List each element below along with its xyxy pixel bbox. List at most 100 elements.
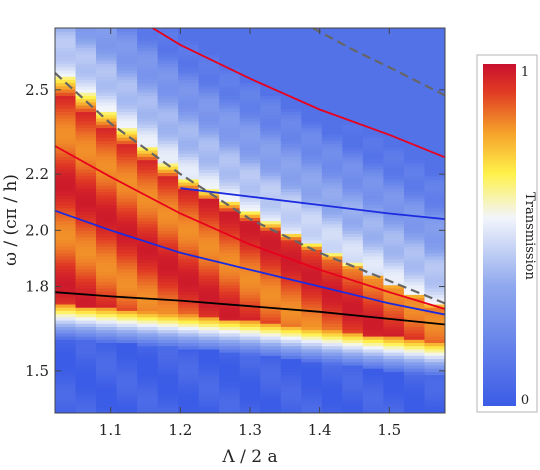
heatmap-cell — [219, 50, 241, 55]
heatmap-cell — [321, 53, 343, 58]
heatmap-cell — [403, 101, 426, 106]
heatmap-cell — [137, 284, 159, 289]
heatmap-cell — [403, 210, 426, 215]
heatmap-cell — [219, 156, 241, 161]
heatmap-cell — [75, 140, 97, 145]
heatmap-cell — [137, 153, 159, 157]
heatmap-cell — [116, 384, 138, 388]
heatmap-cell — [424, 185, 445, 190]
heatmap-cell — [260, 281, 282, 286]
heatmap-cell — [198, 265, 220, 270]
heatmap-cell — [75, 262, 97, 267]
heatmap-cell — [157, 355, 179, 360]
heatmap-cell — [301, 63, 323, 68]
heatmap-cell — [301, 239, 323, 244]
heatmap-cell — [96, 377, 118, 382]
heatmap-cell — [383, 175, 405, 180]
heatmap-cell — [55, 259, 77, 263]
heatmap-cell — [178, 111, 200, 116]
heatmap-cell — [96, 230, 118, 234]
heatmap-cell — [96, 217, 118, 222]
heatmap-cell — [321, 307, 343, 311]
heatmap-cell — [362, 371, 385, 376]
heatmap-cell — [301, 159, 323, 164]
heatmap-cell — [362, 239, 385, 244]
heatmap-cell — [157, 124, 179, 129]
heatmap-cell — [198, 252, 220, 257]
heatmap-cell — [116, 390, 138, 395]
heatmap-cell — [157, 310, 179, 315]
heatmap-cell — [178, 268, 200, 273]
heatmap-cell — [157, 182, 179, 186]
heatmap-cell — [239, 364, 261, 369]
heatmap-cell — [383, 191, 405, 196]
heatmap-cell — [219, 390, 241, 395]
heatmap-cell — [178, 368, 200, 372]
heatmap-cell — [362, 259, 385, 263]
heatmap-cell — [403, 393, 426, 398]
heatmap-cell — [260, 108, 282, 113]
heatmap-cell — [342, 217, 364, 222]
heatmap-cell — [219, 182, 241, 186]
heatmap-cell — [198, 69, 220, 74]
heatmap-cell — [321, 79, 343, 84]
heatmap-cell — [55, 364, 77, 369]
heatmap-cell — [219, 403, 241, 408]
heatmap-cell — [362, 287, 385, 292]
heatmap-cell — [403, 361, 426, 366]
heatmap-cell — [55, 303, 77, 308]
heatmap-cell — [383, 271, 405, 276]
heatmap-cell — [198, 79, 220, 84]
heatmap-cell — [260, 323, 282, 327]
heatmap-cell — [342, 271, 364, 276]
heatmap-cell — [137, 114, 159, 119]
heatmap-cell — [55, 60, 77, 64]
heatmap-cell — [198, 137, 220, 141]
heatmap-cell — [116, 252, 138, 257]
heatmap-cell — [219, 105, 241, 109]
heatmap-cell — [75, 149, 97, 154]
heatmap-cell — [157, 44, 179, 48]
heatmap-cell — [178, 307, 200, 311]
heatmap-cell — [362, 178, 385, 183]
heatmap-cell — [321, 172, 343, 177]
heatmap-cell — [301, 342, 323, 347]
heatmap-cell — [301, 284, 323, 289]
heatmap-cell — [137, 111, 159, 116]
heatmap-cell — [301, 329, 323, 334]
heatmap-cell — [383, 143, 405, 148]
heatmap-cell — [55, 396, 77, 401]
heatmap-cell — [157, 207, 179, 212]
heatmap-cell — [424, 105, 445, 109]
heatmap-cell — [75, 393, 97, 398]
heatmap-cell — [362, 396, 385, 401]
heatmap-cell — [301, 178, 323, 183]
heatmap-cell — [301, 69, 323, 74]
heatmap-cell — [137, 364, 159, 369]
heatmap-cell — [178, 403, 200, 408]
heatmap-cell — [219, 214, 241, 218]
heatmap-cell — [157, 323, 179, 327]
heatmap-cell — [260, 233, 282, 238]
heatmap-cell — [96, 345, 118, 350]
heatmap-cell — [157, 384, 179, 388]
heatmap-cell — [383, 66, 405, 71]
heatmap-cell — [75, 79, 97, 84]
heatmap-cell — [157, 95, 179, 100]
heatmap-cell — [178, 342, 200, 347]
heatmap-cell — [362, 223, 385, 228]
heatmap-cell — [178, 255, 200, 260]
heatmap-cell — [383, 172, 405, 177]
heatmap-cell — [321, 194, 343, 199]
heatmap-cell — [219, 278, 241, 283]
heatmap-cell — [137, 159, 159, 164]
heatmap-cell — [116, 342, 138, 347]
heatmap-cell — [96, 265, 118, 270]
heatmap-cell — [342, 239, 364, 244]
heatmap-cell — [280, 339, 302, 344]
heatmap-cell — [260, 79, 282, 84]
heatmap-cell — [178, 76, 200, 80]
heatmap-cell — [178, 191, 200, 196]
heatmap-cell — [116, 156, 138, 161]
heatmap-cell — [116, 220, 138, 225]
